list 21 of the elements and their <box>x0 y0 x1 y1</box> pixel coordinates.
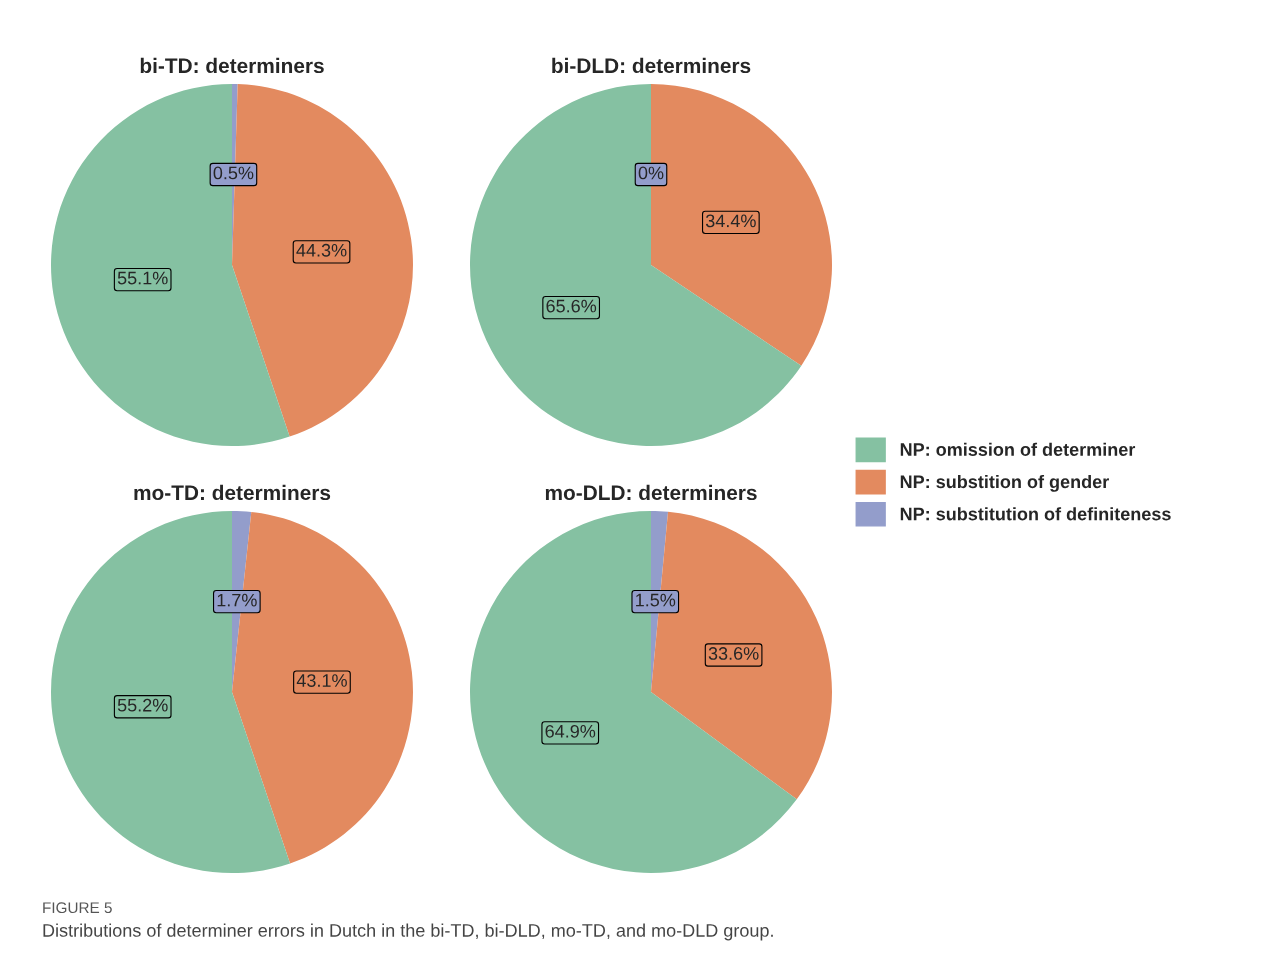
chart-title: bi-TD: determiners <box>140 57 324 74</box>
legend-label: NP: substition of gender <box>900 474 1109 492</box>
data-label: 1.5% <box>636 593 676 607</box>
data-label: 33.6% <box>708 647 759 660</box>
data-label: 34.4% <box>705 214 756 228</box>
data-label: 43.1% <box>296 674 347 687</box>
legend-label: NP: substitution of definiteness <box>900 507 1171 521</box>
data-label: 65.6% <box>546 299 597 313</box>
chart-title: mo-DLD: determiners <box>545 484 757 501</box>
data-label: 0.5% <box>213 166 254 180</box>
data-label: 55.2% <box>117 698 168 712</box>
chart-title: bi-DLD: determiners <box>552 57 751 74</box>
data-label: 64.9% <box>545 724 596 738</box>
caption: FIGURE 5 <box>43 902 112 914</box>
data-label: 1.7% <box>217 593 257 607</box>
text: 0% <box>638 166 664 180</box>
data-label: 44.3% <box>296 243 347 257</box>
chart-title: mo-TD: determiners <box>134 484 331 501</box>
text: Distributions of determiner errors in Dutch in the bi-TD, bi-DLD, mo-TD, and mo-DLD group. <box>43 923 773 941</box>
legend-label: NP: omission of determiner <box>900 442 1136 456</box>
data-label: 55.1% <box>117 271 168 285</box>
